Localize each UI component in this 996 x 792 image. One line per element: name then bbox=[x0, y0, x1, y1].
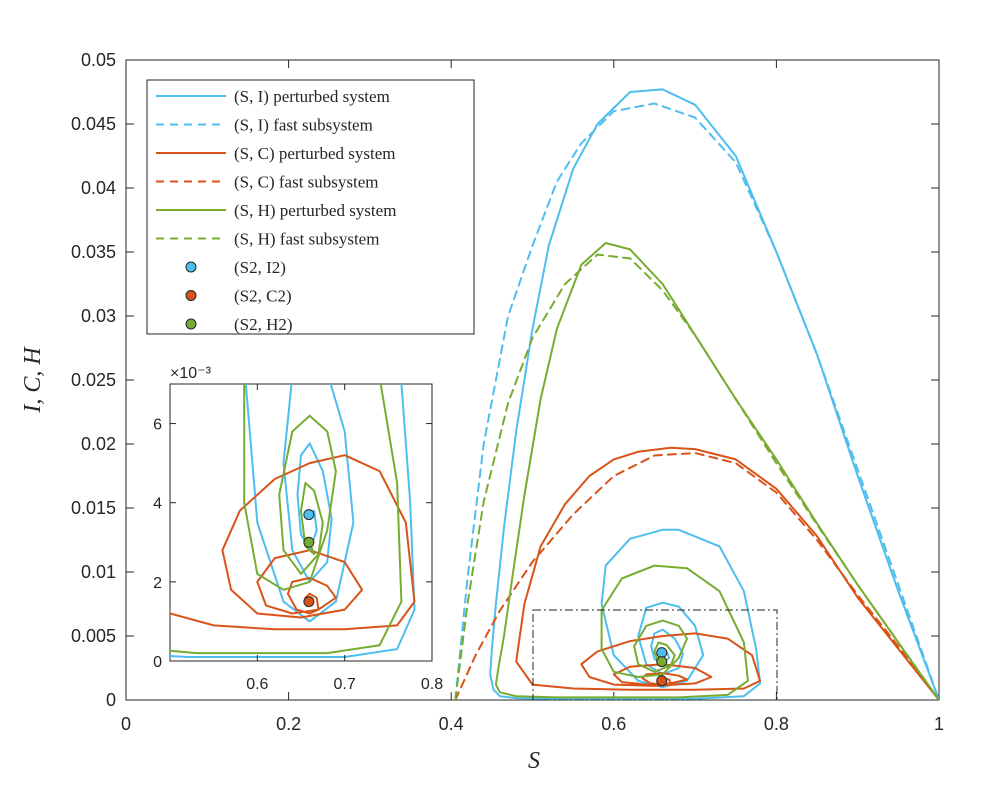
inset-x-tick-label: 0.8 bbox=[421, 676, 443, 693]
y-axis-title: I, C, H bbox=[20, 346, 46, 414]
y-tick-label: 0 bbox=[106, 690, 116, 710]
equilibrium-point-s2-h2 bbox=[656, 656, 668, 668]
legend-label: (S, H) fast subsystem bbox=[234, 230, 379, 249]
x-tick-label: 0.4 bbox=[439, 714, 464, 734]
series-line-s-h-perturbed-system bbox=[494, 242, 939, 700]
series-line-s-h-fast-subsystem bbox=[454, 253, 939, 700]
series-line-s-c-fast-subsystem bbox=[454, 452, 939, 700]
y-tick-label: 0.05 bbox=[81, 50, 116, 70]
series-line-s-i-fast-subsystem bbox=[454, 102, 939, 700]
inset-series-line-s-i-perturbed-system bbox=[170, 384, 416, 658]
inset-equilibrium-point-s2-h2 bbox=[303, 536, 315, 548]
inset-exponent-label: ×10⁻³ bbox=[170, 365, 212, 382]
x-tick-label: 0.6 bbox=[601, 714, 626, 734]
legend-label: (S, I) fast subsystem bbox=[234, 116, 373, 135]
y-tick-label: 0.045 bbox=[71, 114, 116, 134]
legend-label: (S, H) perturbed system bbox=[234, 201, 396, 220]
inset-y-tick-label: 6 bbox=[153, 417, 162, 434]
inset-y-tick-label: 4 bbox=[153, 496, 162, 513]
x-axis-title: S bbox=[528, 748, 540, 774]
equilibrium-point-s2-c2 bbox=[656, 675, 668, 687]
inset-x-tick-label: 0.7 bbox=[334, 676, 356, 693]
zoom-region-box bbox=[532, 609, 778, 701]
inset-series-line-s-h-perturbed-system bbox=[170, 384, 403, 655]
legend-label: (S, C) fast subsystem bbox=[234, 173, 379, 192]
inset-series-line-s-c-perturbed-system bbox=[170, 454, 416, 631]
x-tick-label: 0.8 bbox=[764, 714, 789, 734]
x-tick-label: 0.2 bbox=[276, 714, 301, 734]
inset-equilibrium-point-s2-i2 bbox=[303, 509, 315, 521]
y-tick-label: 0.005 bbox=[71, 626, 116, 646]
y-tick-label: 0.035 bbox=[71, 242, 116, 262]
inset-axes: 0.6 0.7 0.8 0 2 4 6 ×10⁻³ bbox=[153, 365, 443, 693]
x-tick-label: 0 bbox=[121, 714, 131, 734]
legend-marker bbox=[185, 290, 197, 301]
legend-marker bbox=[185, 318, 197, 330]
y-tick-label: 0.02 bbox=[81, 434, 116, 454]
series-line-s-c-perturbed-system bbox=[515, 446, 939, 700]
y-tick-label: 0.025 bbox=[71, 370, 116, 390]
y-tick-label: 0.04 bbox=[81, 178, 116, 198]
legend-label: (S, C) perturbed system bbox=[234, 144, 395, 163]
legend: (S, I) perturbed system (S, I) fast subsy… bbox=[146, 79, 475, 335]
inset-y-tick-label: 0 bbox=[153, 654, 162, 671]
legend-box bbox=[146, 79, 475, 335]
series-line-s-i-perturbed-system bbox=[489, 88, 939, 700]
inset-equilibrium-point-s2-c2 bbox=[303, 596, 315, 608]
y-tick-label: 0.01 bbox=[81, 562, 116, 582]
legend-label: (S, I) perturbed system bbox=[234, 87, 390, 106]
inset-y-tick-label: 2 bbox=[153, 575, 162, 592]
legend-label: (S2, I2) bbox=[234, 258, 286, 277]
x-tick-label: 1 bbox=[934, 714, 944, 734]
legend-label: (S2, H2) bbox=[234, 315, 293, 334]
y-tick-label: 0.015 bbox=[71, 498, 116, 518]
legend-label: (S2, C2) bbox=[234, 287, 292, 306]
inset-x-tick-label: 0.6 bbox=[246, 676, 268, 693]
y-tick-label: 0.03 bbox=[81, 306, 116, 326]
legend-marker bbox=[185, 261, 197, 273]
